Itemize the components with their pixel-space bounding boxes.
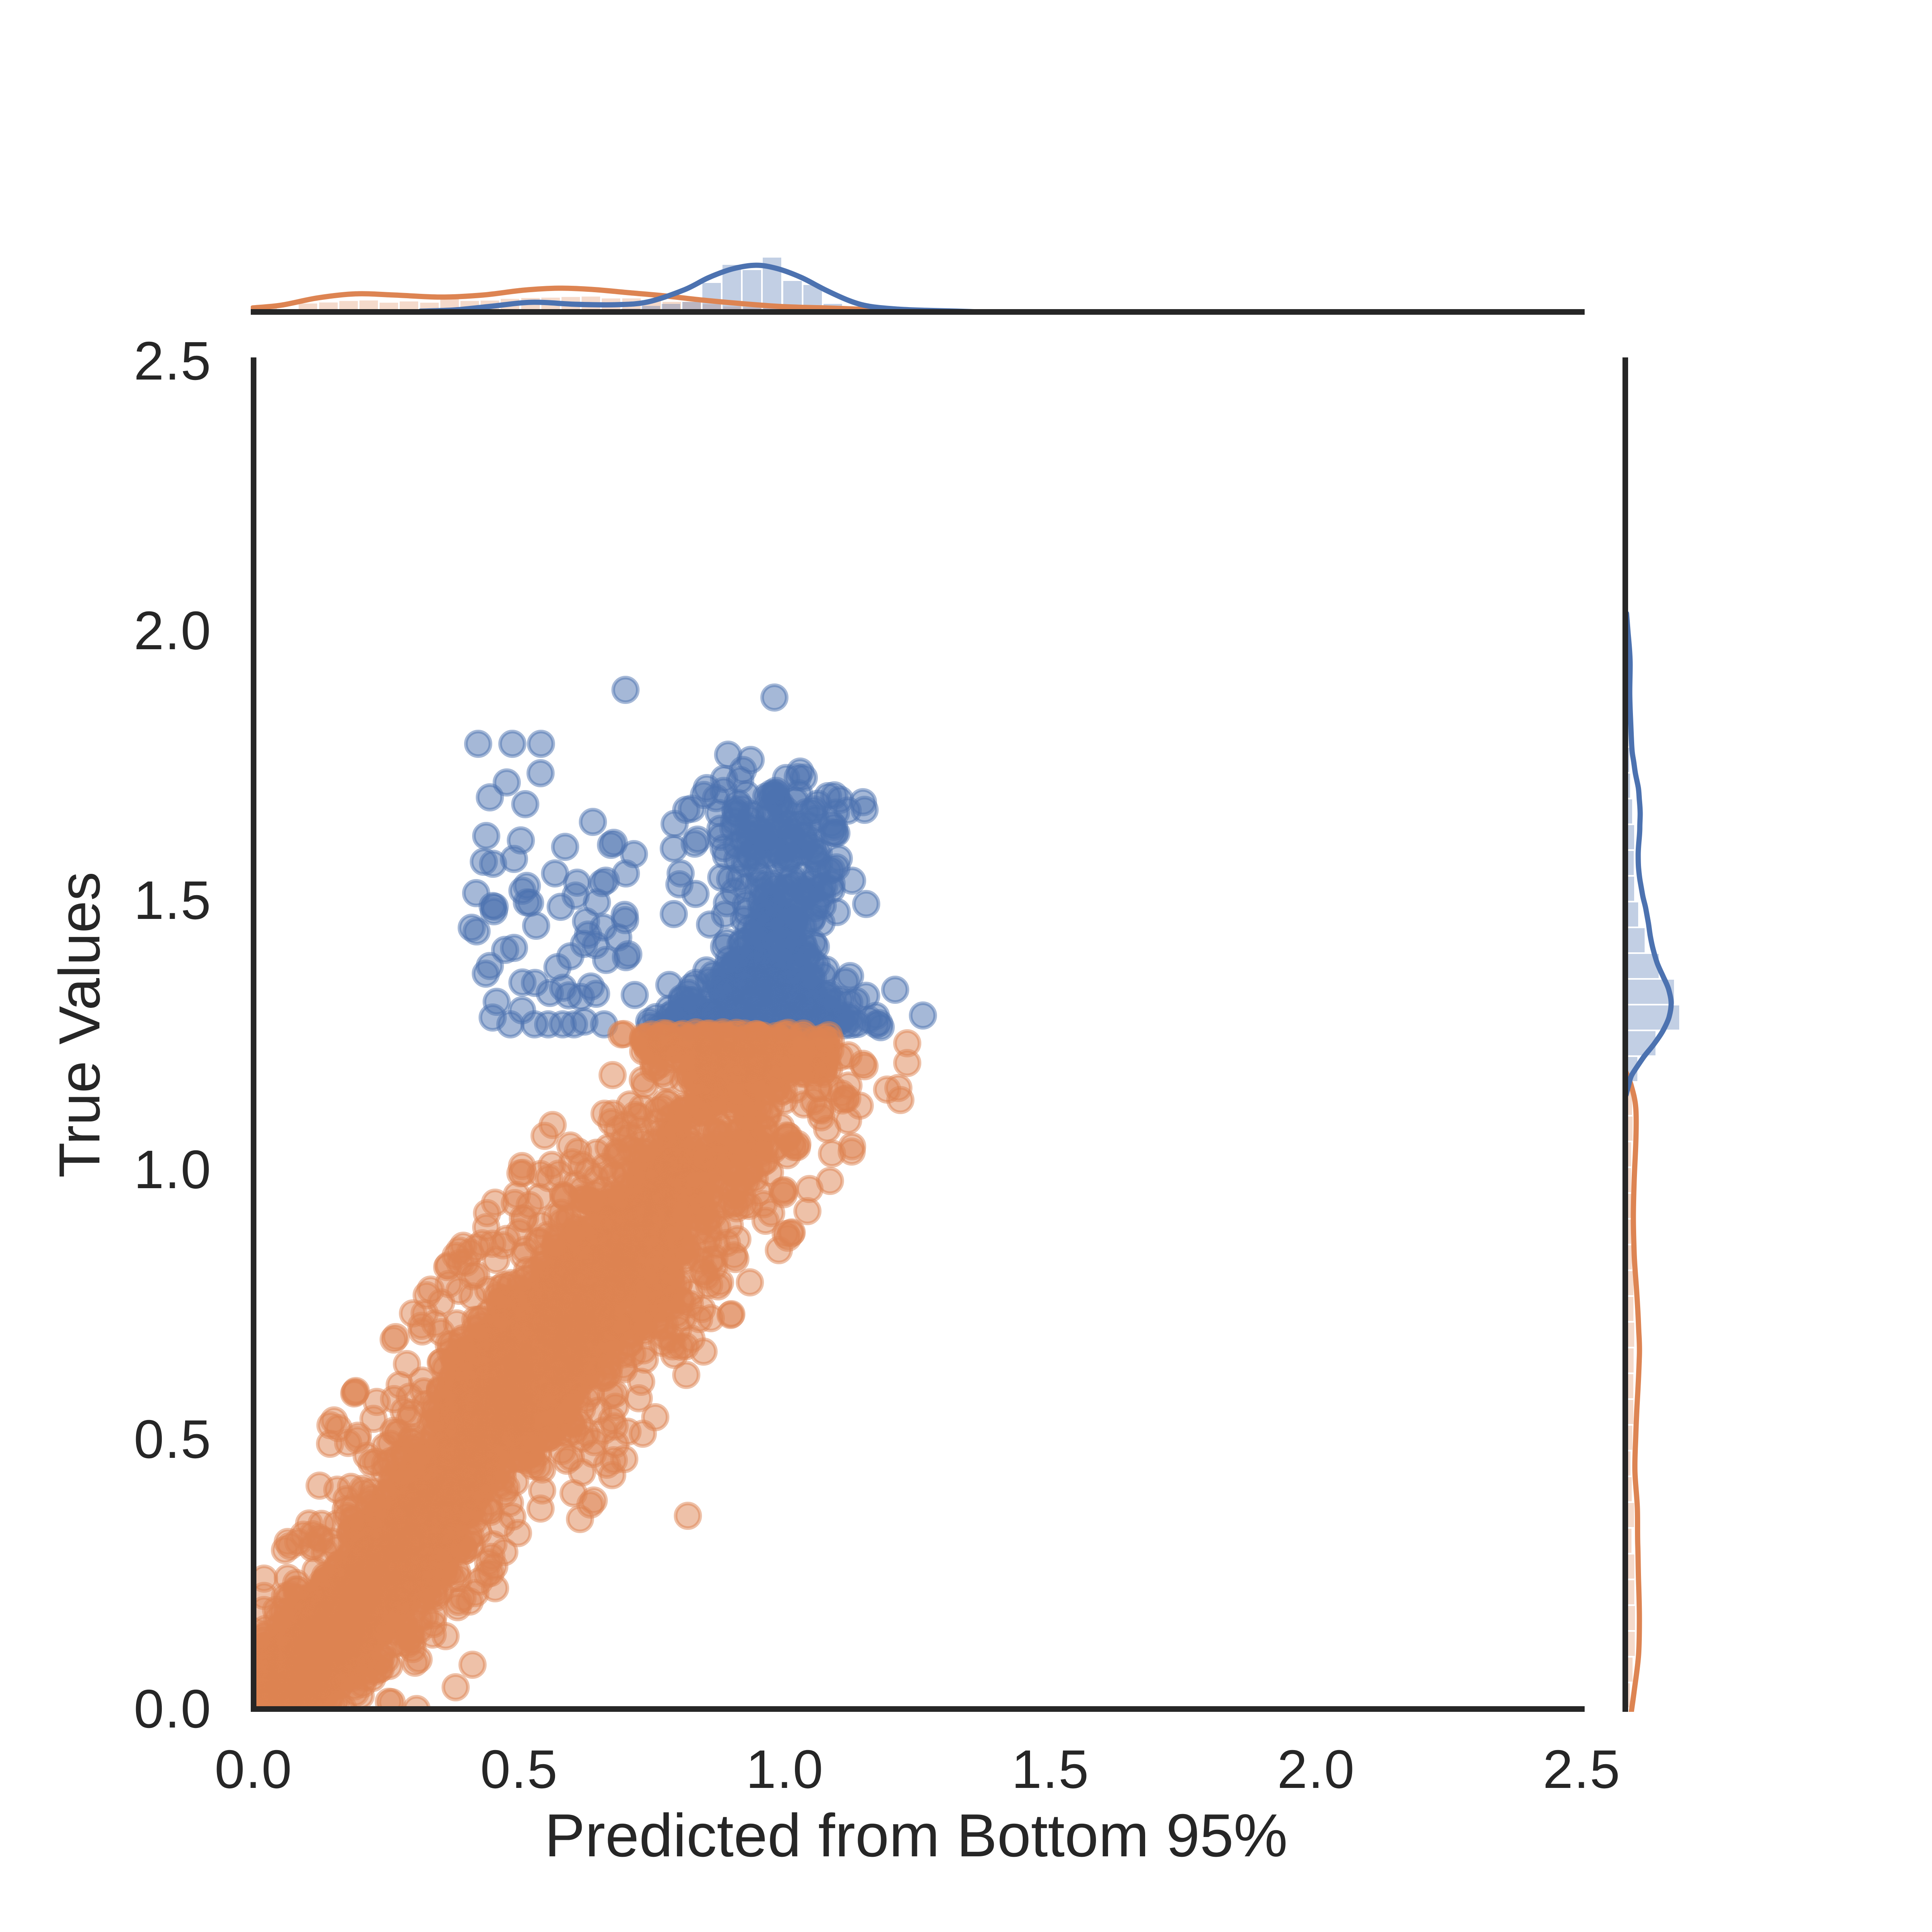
svg-text:0.0: 0.0 bbox=[134, 1678, 212, 1739]
svg-text:2.5: 2.5 bbox=[1543, 1739, 1621, 1800]
svg-text:1.5: 1.5 bbox=[134, 870, 212, 931]
svg-text:2.0: 2.0 bbox=[1277, 1739, 1355, 1800]
svg-text:0.5: 0.5 bbox=[134, 1409, 212, 1470]
svg-text:0.0: 0.0 bbox=[215, 1739, 293, 1800]
svg-text:0.5: 0.5 bbox=[480, 1739, 558, 1800]
svg-text:1.0: 1.0 bbox=[134, 1139, 212, 1200]
svg-text:2.0: 2.0 bbox=[134, 600, 212, 661]
svg-text:1.0: 1.0 bbox=[746, 1739, 824, 1800]
svg-text:True Values: True Values bbox=[47, 872, 112, 1178]
svg-text:1.5: 1.5 bbox=[1011, 1739, 1090, 1800]
svg-text:Predicted from Bottom 95%: Predicted from Bottom 95% bbox=[545, 1801, 1288, 1869]
svg-text:2.5: 2.5 bbox=[134, 330, 212, 391]
